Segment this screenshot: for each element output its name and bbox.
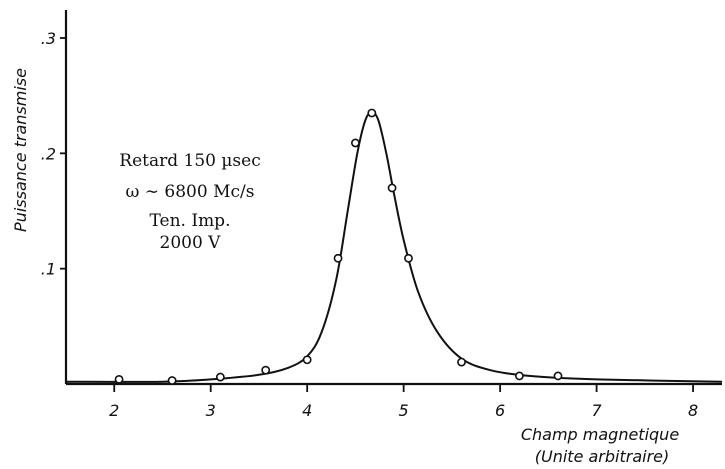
data-point [114,374,124,384]
x-axis-label-line2: (Unite arbitraire) [535,447,670,466]
x-tick-label: 7 [591,401,602,420]
data-point [457,357,466,367]
x-tick-label: 2 [109,401,119,420]
y-tick-label: .1 [41,260,56,279]
x-tick-label: 6 [495,401,505,420]
annotation-pulse-label: Ten. Imp. [150,211,231,231]
ticks: 2 3 4 5 6 7 8 .1 .2 .3 [41,29,698,420]
annotation-block: Retard 150 µsec ω ∼ 6800 Mc/s Ten. Imp. … [119,151,260,253]
data-point [215,372,225,382]
data-point [302,355,312,365]
annotation-pulse-voltage: 2000 V [160,233,222,253]
annotation-frequency: ω ∼ 6800 Mc/s [126,182,255,202]
data-point [261,365,271,375]
x-axis-label-line1: Champ magnetique [521,425,679,444]
plot-area [65,108,723,385]
axes [64,10,722,386]
data-point [351,138,360,148]
x-tick-label: 8 [688,401,698,420]
x-tick-label: 4 [302,401,312,420]
y-axis-label: Puissance transmise [11,68,30,232]
data-point [387,183,397,193]
data-point [515,371,524,381]
y-tick-label: .3 [41,29,56,48]
annotation-delay: Retard 150 µsec [119,151,260,171]
x-tick-label: 3 [206,401,216,420]
data-point [553,371,563,381]
data-point [367,108,377,118]
data-point [404,253,413,263]
y-tick-label: .2 [41,144,56,163]
data-point [333,253,343,263]
data-point [167,376,177,385]
x-tick-label: 5 [399,401,409,420]
